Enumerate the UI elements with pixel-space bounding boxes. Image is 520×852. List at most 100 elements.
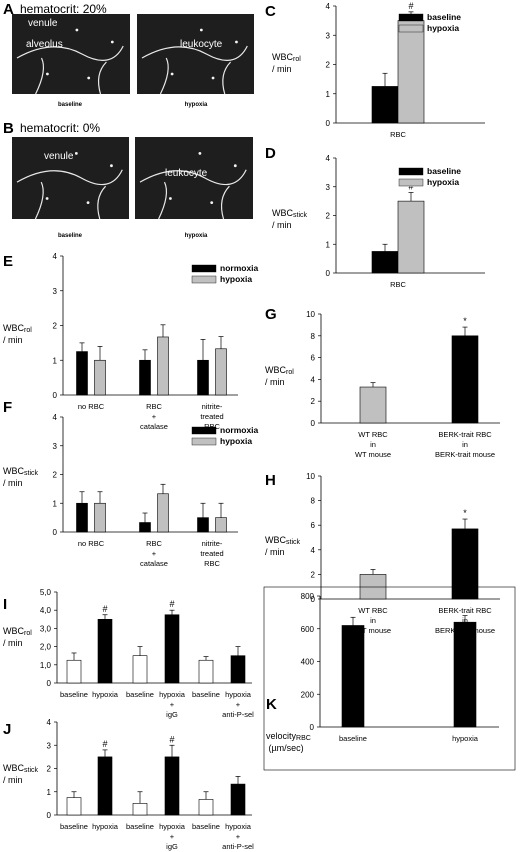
category-label: WT mouse <box>355 626 391 635</box>
legend-swatch <box>191 437 217 446</box>
y-axis-label-main: WBC <box>3 323 24 333</box>
chart-panel-J: J 0 1 2 3 4 WBCstick / min # # baseline hypoxia base… <box>3 718 254 851</box>
y-axis-label-main: WBC <box>265 365 286 375</box>
category-label: + <box>170 832 175 841</box>
bar <box>157 336 169 396</box>
category-label: baseline <box>126 822 154 831</box>
y-axis-label-main: WBC <box>3 466 24 476</box>
vessel-outline <box>139 169 247 186</box>
bar <box>451 335 479 424</box>
y-tick-label: 3 <box>47 741 52 750</box>
category-label: catalase <box>140 559 168 568</box>
micrograph-label: leukocyte <box>165 168 208 179</box>
category-label: anti-P-sel <box>222 710 254 719</box>
cell-spot <box>86 201 90 205</box>
legend-swatch <box>398 178 424 187</box>
category-label: RBC <box>390 130 406 139</box>
y-tick-label: 0 <box>53 391 58 400</box>
y-axis-label: WBCrol / min <box>272 52 301 74</box>
y-tick-label: 10 <box>306 310 315 319</box>
vessel-outline <box>220 185 230 220</box>
category-label: hypoxia <box>159 822 186 831</box>
y-axis-label-tail: / min <box>3 335 23 345</box>
micrograph-image: leukocyte hypoxia <box>137 14 254 108</box>
category-label: hypoxia <box>452 734 479 743</box>
micrograph-image: venule alveolus baseline <box>12 14 130 108</box>
micrograph-label: alveolus <box>26 39 63 50</box>
panel-label: H <box>265 472 276 489</box>
cell-spot <box>110 164 113 168</box>
bar <box>198 799 214 816</box>
y-axis-label: WBCrol / min <box>3 323 32 345</box>
category-label: hypoxia <box>159 690 186 699</box>
micrograph-title: hematocrit: 20% <box>20 2 107 16</box>
vessel-outline <box>222 61 232 95</box>
y-tick-label: 8 <box>311 497 316 506</box>
category-label: WT mouse <box>355 450 391 459</box>
y-axis-label: WBCrol / min <box>265 365 294 387</box>
category-label: in <box>462 440 468 449</box>
y-tick-label: 2 <box>326 212 331 221</box>
category-label: in <box>370 616 376 625</box>
legend-label: normoxia <box>220 425 259 435</box>
y-tick-label: 6 <box>311 354 316 363</box>
y-tick-label: 10 <box>306 472 315 481</box>
category-label: igG <box>166 842 178 851</box>
bar <box>139 522 151 533</box>
y-axis-label-sub: rol <box>24 327 32 334</box>
bar <box>164 614 180 684</box>
legend-label: hypoxia <box>427 177 459 187</box>
y-tick-label: 4 <box>326 2 331 11</box>
bar <box>197 359 209 396</box>
panel-label: G <box>265 306 277 323</box>
category-label: hypoxia <box>92 690 119 699</box>
legend-label: normoxia <box>220 263 259 273</box>
y-axis-label-sub: rol <box>293 56 301 63</box>
y-axis-label-sub: stick <box>24 470 39 477</box>
category-label: no RBC <box>78 539 105 548</box>
significance-mark: # <box>408 1 413 11</box>
category-label: WT RBC <box>358 606 388 615</box>
micrograph-caption: baseline <box>58 102 83 108</box>
y-axis-label-tail: (µm/sec) <box>266 743 304 753</box>
category-label: + <box>236 700 241 709</box>
vessel-outline <box>35 57 45 95</box>
legend-swatch <box>398 13 424 22</box>
panel-label: A <box>3 1 14 18</box>
y-axis-label-tail: / min <box>3 478 23 488</box>
micrograph-image: leukocyte hypoxia <box>135 137 253 239</box>
category-label: treated <box>200 549 223 558</box>
category-label: baseline <box>192 822 220 831</box>
y-axis-label-sub: stick <box>24 767 39 774</box>
micrograph-caption: hypoxia <box>185 102 208 108</box>
panel-k-frame <box>263 586 516 771</box>
vessel-outline <box>158 181 168 220</box>
cell-spot <box>74 152 78 155</box>
y-axis-label-sub: rol <box>286 369 294 376</box>
category-label: baseline <box>60 690 88 699</box>
category-label: nitrite- <box>202 402 223 411</box>
y-axis-label-main: velocity <box>266 731 297 741</box>
vessel-outline <box>97 61 107 95</box>
chart-panel-K: K 0 200 400 600 800 velocityRBC (µm/sec) baseli… <box>266 592 499 753</box>
significance-mark: # <box>408 182 413 192</box>
micrograph-title: hematocrit: 0% <box>20 121 100 135</box>
micrograph-background <box>12 137 129 219</box>
bar <box>164 756 180 816</box>
y-tick-label: 3,0 <box>40 624 52 633</box>
y-tick-label: 0 <box>311 595 316 604</box>
cell-spot <box>87 76 91 80</box>
category-label: RBC <box>146 402 162 411</box>
category-label: + <box>236 832 241 841</box>
category-label: BERK-trait mouse <box>435 450 495 459</box>
category-label: RBC <box>204 422 220 431</box>
y-tick-label: 8 <box>311 332 316 341</box>
category-label: igG <box>166 710 178 719</box>
y-axis-label-tail: / min <box>3 638 23 648</box>
vessel-outline <box>159 57 169 95</box>
legend-label: baseline <box>427 166 461 176</box>
